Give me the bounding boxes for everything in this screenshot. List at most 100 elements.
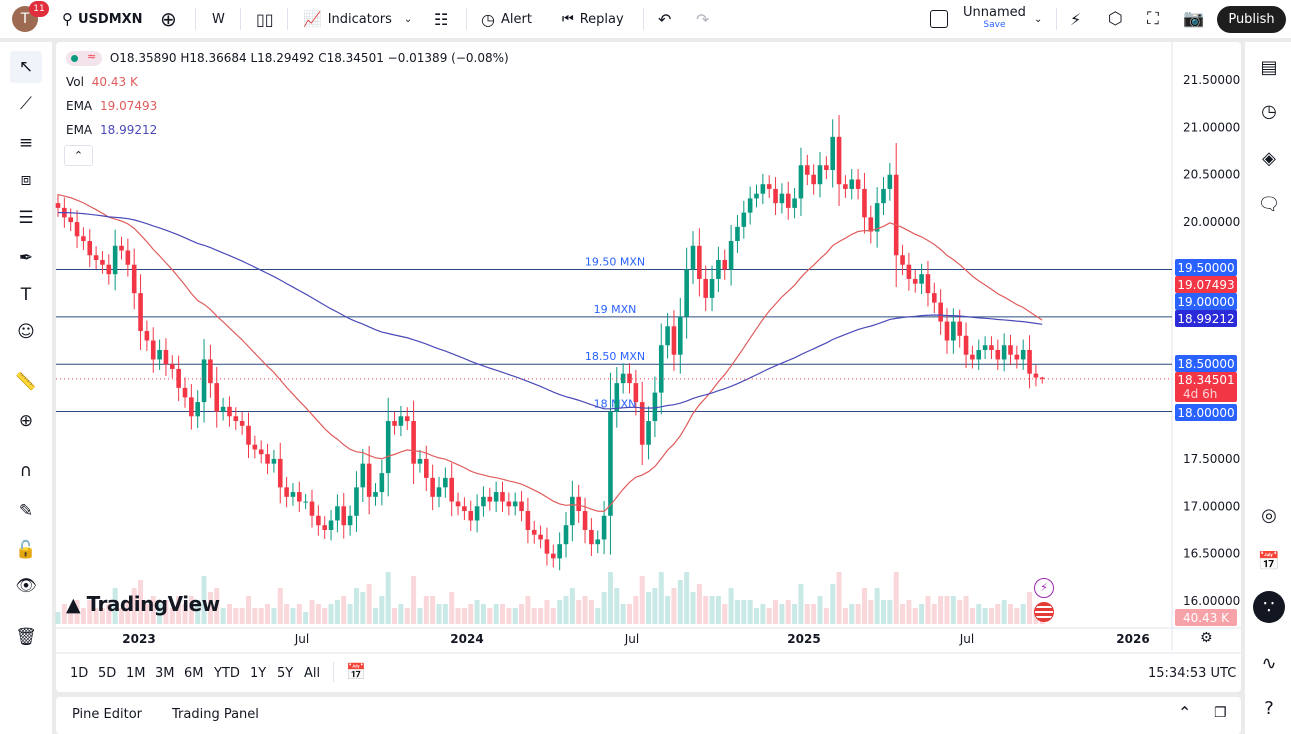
goto-date-calendar-icon[interactable]: 📅 bbox=[346, 662, 366, 681]
publish-button[interactable]: Publish bbox=[1217, 6, 1286, 33]
alert-button[interactable]: ◷ Alert bbox=[481, 9, 532, 29]
range-1d[interactable]: 1D bbox=[70, 666, 89, 681]
trend-line-icon[interactable]: ⟋ bbox=[20, 94, 32, 114]
undo-icon[interactable]: ↶ bbox=[658, 9, 672, 29]
range-5d[interactable]: 5D bbox=[98, 666, 117, 681]
fullscreen-icon[interactable]: ⛶ bbox=[1147, 9, 1159, 29]
price-label-19: 19.00000 bbox=[1175, 293, 1237, 310]
range-1m[interactable]: 1M bbox=[126, 666, 146, 681]
watchlist-icon[interactable]: ▤ bbox=[1260, 56, 1278, 78]
chevron-down-icon[interactable]: ⌄ bbox=[403, 13, 413, 25]
range-3m[interactable]: 3M bbox=[155, 666, 175, 681]
volume-bar bbox=[569, 588, 575, 624]
volume-bar bbox=[747, 600, 753, 624]
text-icon[interactable]: T bbox=[20, 285, 32, 305]
pine-editor-tab[interactable]: Pine Editor bbox=[72, 707, 143, 722]
clock[interactable]: 15:34:53 UTC bbox=[1148, 666, 1237, 681]
volume-bar bbox=[754, 608, 759, 624]
range-5y[interactable]: 5Y bbox=[277, 666, 294, 681]
candle-body bbox=[271, 458, 277, 464]
volume-bar bbox=[322, 608, 328, 624]
brush-icon[interactable]: ✒ bbox=[18, 248, 34, 268]
indicators-button[interactable]: 📈 Indicators ⌄ bbox=[303, 10, 413, 28]
alerts-clock-icon[interactable]: ◷ bbox=[1261, 100, 1277, 122]
candle-body bbox=[728, 241, 734, 270]
volume-bar bbox=[220, 608, 226, 624]
camera-icon[interactable]: 📷 bbox=[1183, 9, 1205, 29]
interval-button[interactable]: W bbox=[212, 11, 225, 27]
lock-drawing-icon[interactable]: ✎ bbox=[18, 501, 34, 521]
candle-body bbox=[709, 278, 715, 298]
layout-name-button[interactable]: Unnamed Save bbox=[963, 5, 1026, 30]
emoji-icon[interactable]: ☺ bbox=[17, 322, 35, 342]
target-icon[interactable]: ◎ bbox=[1261, 504, 1277, 526]
magnet-icon[interactable]: ∩ bbox=[19, 461, 33, 481]
range-6m[interactable]: 6M bbox=[184, 666, 204, 681]
trash-icon[interactable]: 🗑 bbox=[15, 627, 37, 647]
candle-body bbox=[766, 184, 772, 189]
templates-icon[interactable]: ☷ bbox=[434, 9, 449, 29]
candle-body bbox=[970, 354, 975, 360]
axis-settings-icon[interactable]: ⚙ bbox=[1200, 630, 1213, 646]
ema-slow-legend[interactable]: EMA 18.99212 bbox=[66, 123, 158, 137]
ema-fast-legend[interactable]: EMA 19.07493 bbox=[66, 99, 158, 113]
collapse-legend-button[interactable]: ⌃ bbox=[64, 145, 93, 166]
candle-body bbox=[798, 165, 804, 199]
cursor-icon[interactable]: ↖ bbox=[10, 51, 42, 83]
candle-body bbox=[595, 539, 601, 545]
help-icon[interactable]: ? bbox=[1264, 697, 1274, 719]
candle-body bbox=[119, 245, 124, 251]
candle-body bbox=[385, 421, 391, 474]
eye-icon[interactable]: 👁 bbox=[15, 576, 37, 596]
fib-icon[interactable]: ☰ bbox=[18, 208, 34, 228]
quick-search-icon[interactable]: ⚡ bbox=[1070, 9, 1082, 29]
us-flag-event-icon[interactable] bbox=[1034, 602, 1054, 622]
apps-grid-icon[interactable]: ∵ bbox=[1253, 591, 1285, 623]
lightning-event-icon[interactable]: ⚡ bbox=[1034, 578, 1054, 598]
volume-bar bbox=[1027, 592, 1033, 624]
symbol-search[interactable]: ⚲ USDMXN bbox=[62, 10, 143, 28]
volume-bar bbox=[423, 596, 429, 624]
range-ytd[interactable]: YTD bbox=[214, 666, 240, 681]
candles-icon[interactable]: ▯▯ bbox=[256, 9, 274, 29]
volume-bar bbox=[988, 608, 994, 624]
layout-checkbox[interactable] bbox=[930, 0, 948, 38]
range-1y[interactable]: 1Y bbox=[250, 666, 267, 681]
candle-body bbox=[741, 212, 747, 227]
volume-bar bbox=[366, 584, 372, 624]
trading-panel-tab[interactable]: Trading Panel bbox=[172, 707, 259, 722]
maximize-panel-icon[interactable]: ❐ bbox=[1214, 705, 1227, 721]
candle-body bbox=[671, 326, 677, 355]
volume-bar bbox=[309, 600, 315, 624]
calendar-icon[interactable]: 📅 bbox=[1257, 550, 1281, 572]
collapse-panel-icon[interactable]: ⌃ bbox=[1178, 703, 1192, 722]
candle-body bbox=[963, 335, 969, 355]
candle-body bbox=[373, 492, 378, 497]
tradingview-logo[interactable]: ▲ TradingView bbox=[66, 592, 220, 616]
ruler-icon[interactable]: 📏 bbox=[15, 372, 37, 392]
horizontal-lines-icon[interactable]: ≡ bbox=[18, 133, 34, 153]
save-link[interactable]: Save bbox=[983, 20, 1006, 30]
replay-button[interactable]: ⏮ Replay bbox=[562, 11, 624, 27]
pattern-icon[interactable]: ⧈ bbox=[20, 170, 32, 190]
volume-bar bbox=[861, 588, 867, 624]
signal-icon[interactable]: ∿ bbox=[1261, 652, 1277, 674]
candle-body bbox=[557, 544, 562, 559]
top-toolbar: T 11 ⚲ USDMXN ⊕ W ▯▯ 📈 Indicators ⌄ ☷ ◷ Aler… bbox=[0, 0, 1291, 38]
candle-body bbox=[233, 416, 239, 422]
chat-icon[interactable]: 🗨 bbox=[1257, 193, 1281, 215]
chevron-down-icon[interactable]: ⌄ bbox=[1034, 13, 1043, 25]
volume-bar bbox=[176, 596, 182, 624]
compare-add-icon[interactable]: ⊕ bbox=[160, 7, 177, 31]
volume-bar bbox=[347, 604, 353, 624]
settings-gear-icon[interactable]: ⬡ bbox=[1108, 9, 1123, 29]
zoom-in-icon[interactable]: ⊕ bbox=[18, 411, 34, 431]
lock-icon[interactable]: 🔓 bbox=[15, 540, 37, 560]
layers-icon[interactable]: ◈ bbox=[1262, 147, 1276, 169]
redo-icon[interactable]: ↷ bbox=[696, 9, 710, 29]
volume-bar bbox=[868, 600, 874, 624]
volume-bar bbox=[931, 604, 937, 624]
volume-bar bbox=[436, 604, 442, 624]
range-all[interactable]: All bbox=[304, 666, 321, 681]
